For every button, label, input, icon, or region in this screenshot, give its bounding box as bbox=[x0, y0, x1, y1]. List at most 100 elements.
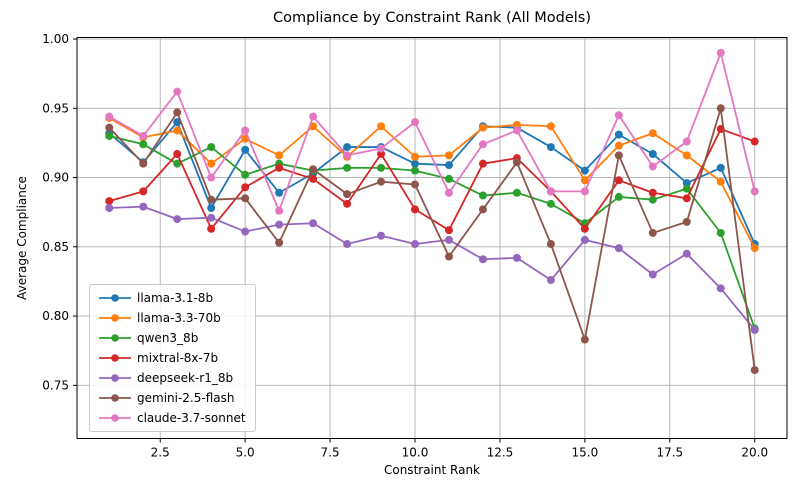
data-point-gemini-2.5-flash bbox=[512, 158, 521, 167]
data-point-mixtral-8x-7b bbox=[478, 159, 487, 168]
data-point-qwen3_8b bbox=[411, 166, 420, 175]
legend-line-marker-icon bbox=[99, 413, 131, 422]
data-point-llama-3.1-8b bbox=[411, 159, 420, 168]
data-point-llama-3.3-70b bbox=[614, 141, 623, 150]
x-tick-label: 15.0 bbox=[572, 446, 599, 460]
x-axis-label: Constraint Rank bbox=[383, 463, 480, 477]
data-point-qwen3_8b bbox=[377, 163, 386, 172]
data-point-deepseek-r1_8b bbox=[648, 270, 657, 279]
data-point-llama-3.1-8b bbox=[343, 143, 352, 152]
data-point-gemini-2.5-flash bbox=[716, 104, 725, 113]
data-point-claude-3.7-sonnet bbox=[241, 126, 250, 135]
data-point-deepseek-r1_8b bbox=[580, 235, 589, 244]
series-line-mixtral-8x-7b bbox=[109, 128, 756, 232]
data-point-gemini-2.5-flash bbox=[682, 217, 691, 226]
data-point-deepseek-r1_8b bbox=[377, 231, 386, 240]
data-point-claude-3.7-sonnet bbox=[173, 87, 182, 96]
data-point-mixtral-8x-7b bbox=[343, 199, 352, 208]
data-point-llama-3.1-8b bbox=[241, 145, 250, 154]
data-point-deepseek-r1_8b bbox=[614, 244, 623, 253]
legend-item-deepseek-r1_8b: deepseek-r1_8b bbox=[90, 368, 255, 387]
x-tick-label: 5.0 bbox=[236, 446, 255, 460]
y-tick-label: 0.95 bbox=[42, 101, 69, 115]
legend-item-llama-3.3-70b: llama-3.3-70b bbox=[90, 309, 255, 328]
data-point-llama-3.3-70b bbox=[750, 244, 759, 253]
y-tick-label: 0.85 bbox=[42, 240, 69, 254]
data-point-mixtral-8x-7b bbox=[207, 224, 216, 233]
data-point-gemini-2.5-flash bbox=[750, 366, 759, 375]
data-point-claude-3.7-sonnet bbox=[309, 112, 318, 121]
data-point-claude-3.7-sonnet bbox=[546, 187, 555, 196]
data-point-claude-3.7-sonnet bbox=[444, 188, 453, 197]
data-point-llama-3.1-8b bbox=[444, 161, 453, 170]
data-point-mixtral-8x-7b bbox=[444, 226, 453, 235]
data-point-llama-3.3-70b bbox=[377, 122, 386, 131]
data-point-deepseek-r1_8b bbox=[207, 213, 216, 222]
series-line-gemini-2.5-flash bbox=[108, 107, 756, 371]
data-point-claude-3.7-sonnet bbox=[411, 118, 420, 127]
data-point-deepseek-r1_8b bbox=[275, 220, 284, 229]
data-point-qwen3_8b bbox=[173, 159, 182, 168]
x-tick-label: 12.5 bbox=[487, 446, 514, 460]
data-point-mixtral-8x-7b bbox=[614, 176, 623, 185]
data-point-claude-3.7-sonnet bbox=[580, 187, 589, 196]
legend-line-marker-icon bbox=[99, 334, 131, 342]
data-point-llama-3.3-70b bbox=[173, 126, 182, 135]
data-point-qwen3_8b bbox=[614, 192, 623, 201]
y-tick-label: 0.80 bbox=[42, 309, 69, 323]
data-point-mixtral-8x-7b bbox=[241, 183, 250, 192]
data-point-llama-3.3-70b bbox=[580, 176, 589, 185]
data-point-mixtral-8x-7b bbox=[682, 194, 691, 203]
legend-item-llama-3.1-8b: llama-3.1-8b bbox=[90, 289, 255, 308]
y-tick-label: 0.90 bbox=[42, 171, 69, 185]
data-point-gemini-2.5-flash bbox=[275, 238, 284, 247]
data-point-deepseek-r1_8b bbox=[241, 227, 250, 236]
x-tick-label: 20.0 bbox=[741, 446, 768, 460]
data-point-claude-3.7-sonnet bbox=[207, 173, 216, 182]
data-point-llama-3.1-8b bbox=[580, 166, 589, 175]
data-point-claude-3.7-sonnet bbox=[139, 131, 148, 140]
data-point-llama-3.3-70b bbox=[207, 159, 216, 168]
series-line-claude-3.7-sonnet bbox=[108, 51, 756, 212]
data-point-llama-3.1-8b bbox=[716, 163, 725, 172]
data-point-gemini-2.5-flash bbox=[139, 159, 148, 168]
data-point-qwen3_8b bbox=[546, 199, 555, 208]
data-point-claude-3.7-sonnet bbox=[648, 162, 657, 171]
legend-line-marker-icon bbox=[99, 393, 131, 402]
legend-label: claude-3.7-sonnet bbox=[137, 410, 246, 425]
y-tick-label: 1.00 bbox=[42, 32, 69, 46]
data-point-claude-3.7-sonnet bbox=[716, 48, 725, 57]
data-point-llama-3.1-8b bbox=[275, 188, 284, 197]
data-point-llama-3.1-8b bbox=[546, 143, 555, 152]
data-point-mixtral-8x-7b bbox=[275, 163, 284, 172]
data-point-qwen3_8b bbox=[682, 184, 691, 193]
data-point-claude-3.7-sonnet bbox=[750, 187, 759, 196]
data-point-llama-3.3-70b bbox=[546, 122, 555, 131]
data-point-deepseek-r1_8b bbox=[682, 249, 691, 258]
data-point-deepseek-r1_8b bbox=[105, 204, 114, 213]
data-point-deepseek-r1_8b bbox=[444, 235, 453, 244]
data-point-deepseek-r1_8b bbox=[343, 240, 352, 249]
data-point-deepseek-r1_8b bbox=[478, 255, 487, 264]
data-point-mixtral-8x-7b bbox=[750, 137, 759, 146]
data-point-gemini-2.5-flash bbox=[444, 252, 453, 261]
data-point-llama-3.1-8b bbox=[682, 179, 691, 188]
data-point-claude-3.7-sonnet bbox=[478, 140, 487, 149]
data-point-llama-3.3-70b bbox=[682, 151, 691, 160]
data-point-gemini-2.5-flash bbox=[173, 108, 182, 117]
legend-label: llama-3.3-70b bbox=[137, 311, 221, 326]
y-axis-label: Average Compliance bbox=[15, 176, 29, 300]
data-point-claude-3.7-sonnet bbox=[512, 126, 521, 135]
data-point-qwen3_8b bbox=[716, 228, 725, 237]
data-point-llama-3.3-70b bbox=[275, 151, 284, 160]
data-point-qwen3_8b bbox=[648, 195, 657, 204]
data-point-gemini-2.5-flash bbox=[343, 190, 352, 199]
data-point-claude-3.7-sonnet bbox=[105, 112, 114, 121]
x-tick-label: 2.5 bbox=[151, 446, 170, 460]
data-point-mixtral-8x-7b bbox=[377, 149, 386, 158]
data-point-gemini-2.5-flash bbox=[207, 195, 216, 204]
data-point-llama-3.1-8b bbox=[614, 130, 623, 139]
data-point-qwen3_8b bbox=[444, 174, 453, 183]
